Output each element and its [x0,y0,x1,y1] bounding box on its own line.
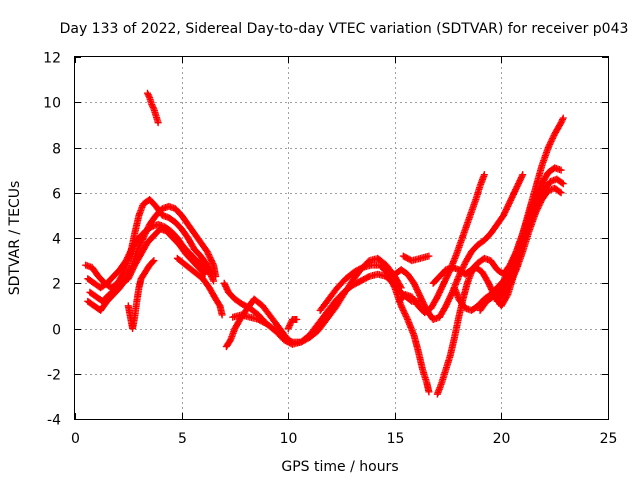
data-point [150,257,158,265]
data-point [425,252,433,260]
data-point [559,116,567,124]
data-point [559,180,567,188]
data-point [201,270,209,278]
data-point [556,188,564,196]
data-point [557,189,565,197]
data-point [200,269,208,277]
y-tick-label: 10 [43,96,61,112]
data-point [209,275,217,283]
x-tick-label: 5 [178,431,187,447]
data-point [480,171,488,179]
x-tick-label: 0 [71,431,80,447]
data-point [357,264,365,272]
data-point [210,277,218,285]
data-point [209,260,217,268]
data-point [218,311,226,319]
data-point [557,166,565,174]
series-s7 [173,254,226,319]
x-tick-label: 25 [600,431,618,447]
chart-title: Day 133 of 2022, Sidereal Day-to-day VTE… [60,21,629,37]
y-tick-label: 4 [52,232,61,248]
series-s14 [395,171,488,317]
data-point [512,267,520,275]
series-s4 [86,225,209,305]
data-point [293,315,301,323]
data-point [390,282,398,290]
data-point [403,314,411,322]
series-s20 [493,184,565,305]
y-tick-label: 8 [52,142,61,158]
series-s15 [399,252,433,265]
data-point [149,104,157,112]
data-points [82,89,567,398]
y-tick-label: -4 [47,413,61,429]
y-axis-label: SDTVAR / TECUs [7,181,23,296]
y-tick-label: 6 [52,187,61,203]
plot-frame [74,56,609,420]
data-point [149,258,157,266]
x-tick-label: 10 [280,431,298,447]
data-point [519,171,527,179]
y-tick-label: 12 [43,51,61,67]
y-tick-label: 2 [52,277,61,293]
data-point [154,119,162,127]
y-tick-label: -2 [47,368,61,384]
data-point [145,92,153,100]
data-point [503,292,511,300]
series-s11 [284,315,301,332]
x-tick-label: 20 [493,431,511,447]
series-s18 [450,114,567,314]
data-point [284,336,292,344]
data-point [518,172,526,180]
series-s12 [316,261,433,396]
series-s6 [143,89,162,127]
series-s10 [222,295,292,351]
x-axis-label: GPS time / hours [281,459,398,475]
data-point [558,179,566,187]
series-s5 [124,257,158,332]
y-tick-label: 0 [52,323,61,339]
data-point [283,334,291,342]
data-point [364,273,372,281]
x-tick-label: 15 [387,431,405,447]
data-point [425,388,433,396]
data-point [559,114,567,122]
